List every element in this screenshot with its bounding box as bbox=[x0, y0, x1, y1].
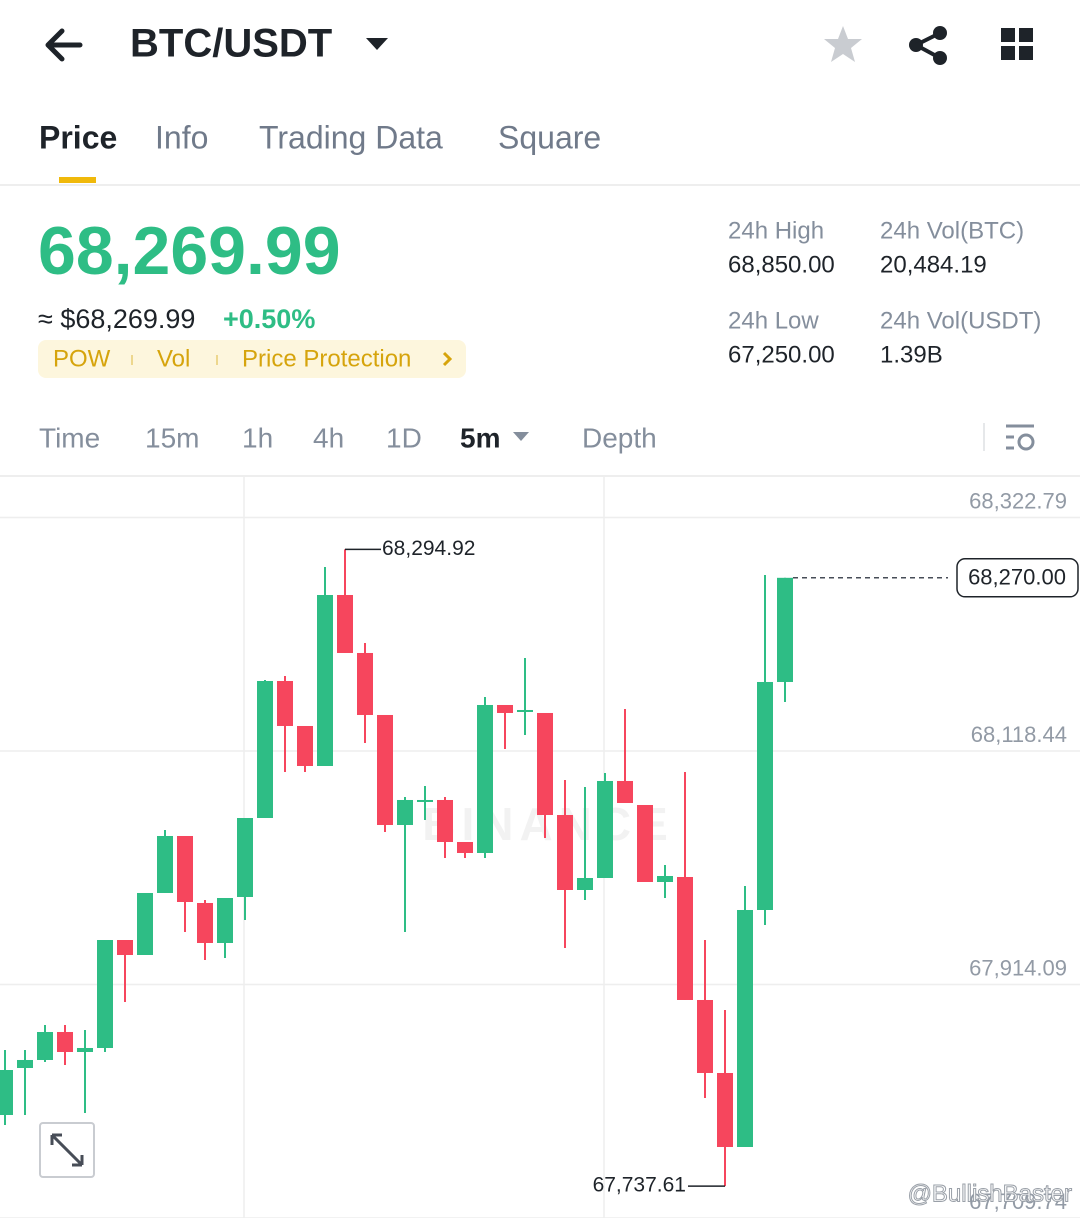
candle-body bbox=[157, 835, 173, 893]
fiat-price: ≈ $68,269.99 bbox=[38, 304, 195, 334]
candle-body bbox=[537, 712, 553, 815]
high-label: 68,294.92 bbox=[382, 537, 475, 560]
y-tick-label: 67,709.74 bbox=[969, 1189, 1067, 1214]
favorite-star[interactable] bbox=[824, 26, 862, 62]
tab[interactable]: Info bbox=[155, 119, 208, 155]
stat-value: 68,850.00 bbox=[728, 251, 835, 278]
candle-body bbox=[217, 897, 233, 943]
candle-body bbox=[97, 940, 113, 1048]
tag[interactable]: POW bbox=[53, 345, 111, 372]
low-label: 67,737.61 bbox=[593, 1174, 686, 1197]
candle-body bbox=[397, 799, 413, 825]
interval[interactable]: 15m bbox=[145, 422, 199, 453]
last-price-box bbox=[956, 558, 1079, 598]
tab[interactable]: Square bbox=[498, 119, 601, 155]
back-button[interactable] bbox=[45, 28, 83, 62]
candle-body bbox=[777, 577, 793, 682]
menu-grid[interactable] bbox=[1001, 28, 1033, 60]
price-change: +0.50% bbox=[223, 304, 315, 334]
interval[interactable]: 1D bbox=[386, 422, 422, 453]
candle-body bbox=[657, 876, 673, 882]
interval[interactable]: 1h bbox=[242, 422, 273, 453]
user-watermark: @BullishBaster bbox=[908, 1180, 1072, 1207]
candle-body bbox=[37, 1031, 53, 1060]
candle-body bbox=[177, 835, 193, 902]
y-tick-label: 68,118.44 bbox=[971, 722, 1067, 747]
fullscreen-button[interactable] bbox=[39, 1122, 95, 1178]
candle-body bbox=[57, 1031, 73, 1052]
candle-body bbox=[297, 725, 313, 766]
y-tick-label: 68,322.79 bbox=[969, 488, 1067, 513]
candle-body bbox=[437, 799, 453, 842]
candle-body bbox=[477, 704, 493, 853]
candle-body bbox=[357, 652, 373, 715]
candle-body bbox=[717, 1072, 733, 1147]
tag[interactable]: Vol bbox=[157, 345, 190, 372]
candle-body bbox=[457, 841, 473, 853]
interval-dropdown[interactable] bbox=[513, 432, 529, 441]
last-price-label: 68,270.00 bbox=[968, 565, 1066, 590]
share-button[interactable] bbox=[909, 26, 947, 65]
interval[interactable]: 5m bbox=[460, 422, 500, 453]
candle-body bbox=[77, 1047, 93, 1052]
tab[interactable]: Price bbox=[39, 119, 117, 155]
y-tick-label: 67,914.09 bbox=[969, 955, 1067, 980]
stat-label: 24h Low bbox=[728, 307, 819, 334]
tag-chevron bbox=[442, 351, 453, 367]
tag-bar bbox=[38, 340, 466, 378]
stat-label: 24h High bbox=[728, 217, 824, 244]
candle-body bbox=[697, 999, 713, 1073]
candle-body bbox=[257, 680, 273, 818]
interval[interactable]: 4h bbox=[313, 422, 344, 453]
stat-value: 67,250.00 bbox=[728, 341, 835, 368]
candle-body bbox=[517, 709, 533, 712]
candle-body bbox=[597, 780, 613, 879]
pair-dropdown[interactable] bbox=[366, 38, 388, 50]
pair-title[interactable]: BTC/USDT bbox=[130, 22, 332, 66]
tab[interactable]: Trading Data bbox=[259, 119, 443, 155]
candle-body bbox=[557, 814, 573, 890]
candle-body bbox=[337, 594, 353, 653]
last-price: 68,269.99 bbox=[38, 213, 341, 289]
candle-body bbox=[317, 594, 333, 766]
stat-label: 24h Vol(BTC) bbox=[880, 217, 1024, 244]
candle-body bbox=[237, 817, 253, 897]
interval[interactable]: Time bbox=[39, 422, 100, 453]
candle-body bbox=[277, 680, 293, 726]
candle-body bbox=[637, 804, 653, 882]
candle-body bbox=[617, 780, 633, 803]
interval[interactable]: Depth bbox=[582, 422, 657, 453]
tag[interactable]: Price Protection bbox=[242, 345, 411, 372]
candle-body bbox=[577, 878, 593, 890]
candle-body bbox=[117, 940, 133, 955]
candle-body bbox=[0, 1070, 13, 1116]
tab-indicator bbox=[59, 177, 96, 183]
candle-body bbox=[377, 714, 393, 825]
stat-value: 20,484.19 bbox=[880, 251, 987, 278]
chart-settings[interactable] bbox=[1006, 424, 1035, 451]
candle-body bbox=[197, 902, 213, 943]
candle-body bbox=[417, 799, 433, 802]
candle-body bbox=[677, 876, 693, 1000]
stat-value: 1.39B bbox=[880, 341, 943, 368]
candle-body bbox=[737, 909, 753, 1147]
candle-body bbox=[137, 892, 153, 955]
candle-body bbox=[17, 1059, 33, 1069]
stat-label: 24h Vol(USDT) bbox=[880, 307, 1041, 334]
candle-body bbox=[497, 704, 513, 713]
candle-body bbox=[757, 681, 773, 910]
